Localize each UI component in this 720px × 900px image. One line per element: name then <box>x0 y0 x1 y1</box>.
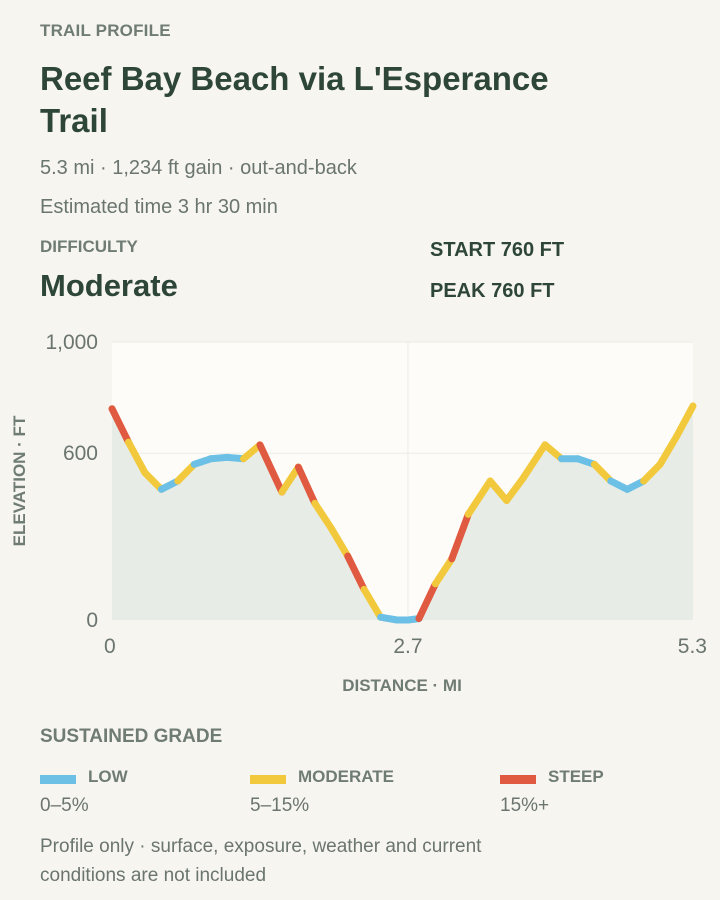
profile-segment <box>673 402 697 441</box>
profile-segment <box>415 580 439 623</box>
legend-range-steep: 15%+ <box>500 795 550 816</box>
legend-label-steep: STEEP <box>548 767 604 786</box>
x-axis-label: DISTANCE · MI <box>342 676 462 695</box>
legend-label-moderate: MODERATE <box>298 767 395 786</box>
difficulty-value: Moderate <box>40 268 178 303</box>
start-label: START <box>430 239 496 261</box>
elevation-profile-line <box>108 402 697 624</box>
estimated-time: Estimated time 3 hr 30 min <box>40 196 278 218</box>
y-tick-label: 0 <box>86 609 98 632</box>
profile-segment <box>141 469 165 493</box>
x-axis-ticks: 0 2.7 5.3 <box>104 635 707 658</box>
y-tick-label: 600 <box>63 442 98 465</box>
profile-segment <box>124 438 149 477</box>
y-axis-label: ELEVATION · FT <box>10 415 29 546</box>
profile-segment <box>431 555 456 588</box>
profile-segment <box>541 441 565 463</box>
legend-range-moderate: 5–15% <box>250 795 310 816</box>
y-axis-ticks: 0 600 1,000 <box>45 331 98 632</box>
peak-elevation: PEAK 760 FT <box>430 280 555 303</box>
legend-swatch-moderate <box>250 775 286 784</box>
peak-value: 760 FT <box>491 280 555 302</box>
legend-label-low: LOW <box>88 767 128 786</box>
profile-segment <box>174 460 198 485</box>
profile-segment <box>519 441 549 482</box>
x-tick-label: 0 <box>104 635 116 658</box>
profile-segment <box>311 499 335 532</box>
legend-swatch-steep <box>500 775 536 784</box>
profile-segment <box>278 463 302 496</box>
legend-swatch-low <box>40 775 76 784</box>
y-tick-label: 1,000 <box>45 331 98 354</box>
profile-segment <box>360 585 385 621</box>
profile-segment <box>486 477 511 504</box>
x-tick-label: 2.7 <box>393 635 422 658</box>
footnote: Profile only · surface, exposure, weathe… <box>40 836 482 886</box>
profile-segment <box>448 510 472 563</box>
legend-range-low: 0–5% <box>40 795 89 816</box>
profile-segment <box>464 477 494 518</box>
difficulty-label: DIFFICULTY <box>40 237 138 256</box>
x-tick-label: 5.3 <box>678 635 707 658</box>
profile-segment <box>294 463 319 507</box>
start-value: 760 FT <box>500 239 565 261</box>
profile-segment <box>640 460 664 485</box>
peak-label: PEAK <box>430 280 486 302</box>
trail-summary: 5.3 mi · 1,234 ft gain · out-and-back <box>40 157 357 179</box>
profile-segment <box>503 474 527 504</box>
profile-segment <box>108 405 132 446</box>
profile-segment <box>256 441 286 496</box>
elevation-chart: 0 600 1,000 0 2.7 5.3 DISTANCE · MI ELEVATIO… <box>10 331 707 695</box>
profile-segment <box>656 433 681 468</box>
elevation-area <box>112 405 693 620</box>
profile-segment <box>590 460 615 485</box>
profile-segment <box>327 524 352 560</box>
legend-title: SUSTAINED GRADE <box>40 726 223 747</box>
section-eyebrow: TRAIL PROFILE <box>40 21 171 40</box>
trail-title: Reef Bay Beach via L'Esperance Trail <box>40 60 549 139</box>
start-elevation: START 760 FT <box>430 239 564 262</box>
profile-segment <box>344 552 368 593</box>
grid-lines <box>112 341 693 620</box>
